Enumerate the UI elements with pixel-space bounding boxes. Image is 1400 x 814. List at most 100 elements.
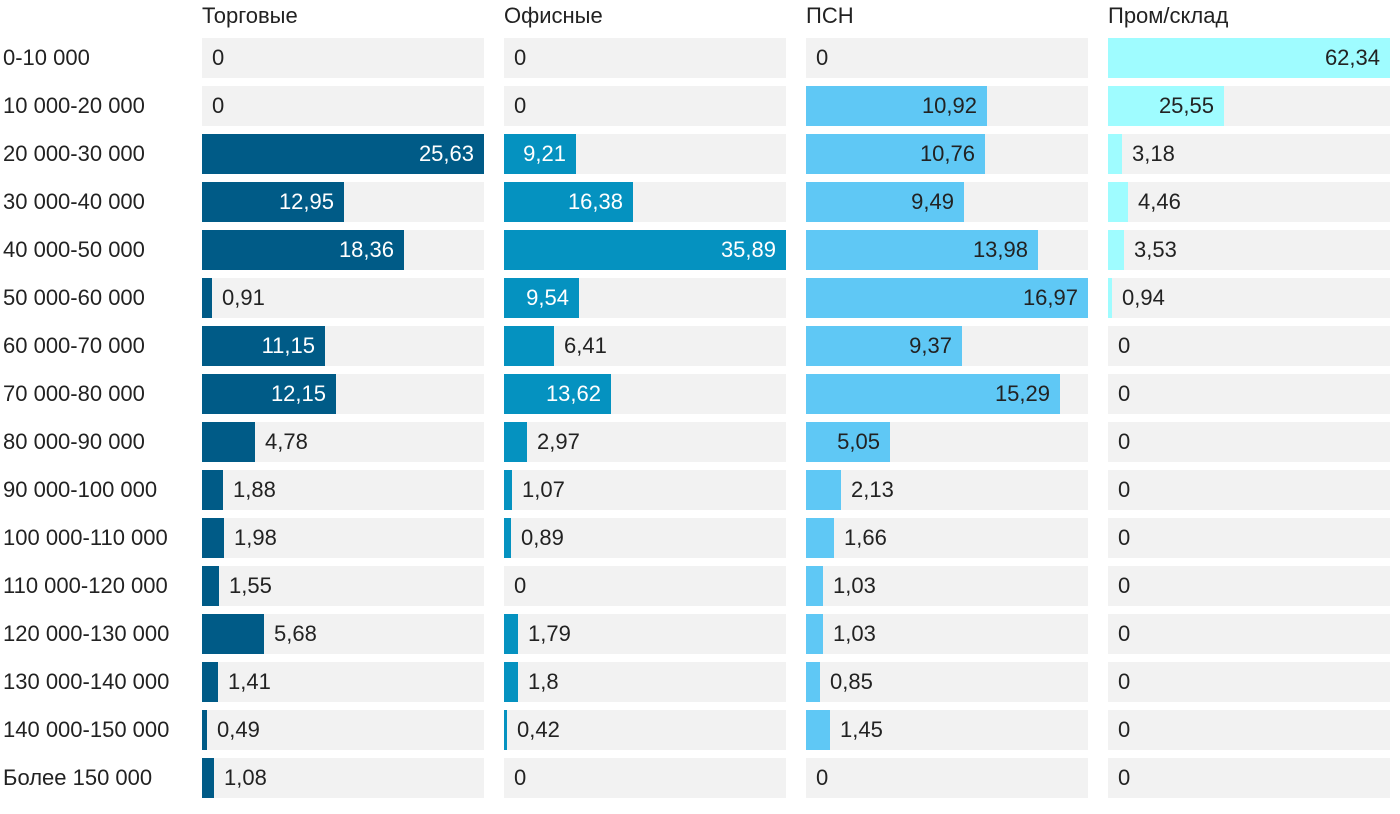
bar bbox=[1108, 38, 1390, 78]
category-label: Более 150 000 bbox=[3, 765, 153, 790]
data-label: 12,95 bbox=[278, 189, 334, 214]
bar-track: 16,38 bbox=[504, 182, 786, 222]
bar-track: 4,78 bbox=[202, 422, 484, 462]
data-label: 0,91 bbox=[222, 285, 265, 310]
data-label: 1,45 bbox=[840, 717, 883, 742]
bar-track: 0 bbox=[806, 38, 1088, 78]
data-label: 1,08 bbox=[224, 765, 267, 790]
bar bbox=[504, 374, 611, 414]
bar bbox=[202, 710, 207, 750]
bar-track: 0,85 bbox=[806, 662, 1088, 702]
bar-track: 0 bbox=[806, 758, 1088, 798]
bar bbox=[806, 86, 987, 126]
bar bbox=[202, 326, 325, 366]
data-label: 1,03 bbox=[833, 621, 876, 646]
bar-track: 2,97 bbox=[504, 422, 786, 462]
data-label: 15,29 bbox=[994, 381, 1050, 406]
data-label: 0 bbox=[1118, 525, 1131, 550]
data-label: 9,21 bbox=[523, 141, 566, 166]
bar-track: 2,13 bbox=[806, 470, 1088, 510]
bar bbox=[806, 422, 890, 462]
data-label: 0 bbox=[514, 93, 527, 118]
bar bbox=[202, 758, 214, 798]
data-label: 1,41 bbox=[228, 669, 271, 694]
data-label: 4,78 bbox=[265, 429, 308, 454]
bar-track: 1,98 bbox=[202, 518, 484, 558]
data-label: 16,38 bbox=[567, 189, 623, 214]
bar-track: 0 bbox=[1108, 566, 1390, 606]
series-header: Офисные bbox=[504, 3, 603, 28]
bar-track: 6,41 bbox=[504, 326, 786, 366]
data-label: 11,15 bbox=[261, 333, 315, 358]
bar-track: 0 bbox=[1108, 662, 1390, 702]
bar-track: 0 bbox=[202, 86, 484, 126]
category-label: 0-10 000 bbox=[3, 45, 90, 70]
bar bbox=[504, 662, 518, 702]
bar-track: 0,91 bbox=[202, 278, 484, 318]
data-label: 6,41 bbox=[564, 333, 607, 358]
bar-track: 9,54 bbox=[504, 278, 786, 318]
bar-track: 0 bbox=[1108, 470, 1390, 510]
bar-track: 12,95 bbox=[202, 182, 484, 222]
data-label: 1,98 bbox=[234, 525, 277, 550]
data-label: 25,63 bbox=[418, 141, 474, 166]
data-label: 4,46 bbox=[1138, 189, 1181, 214]
category-label: 90 000-100 000 bbox=[3, 477, 158, 502]
data-label: 0,49 bbox=[217, 717, 260, 742]
bar-track: 5,05 bbox=[806, 422, 1088, 462]
bar bbox=[504, 230, 786, 270]
data-label: 0,85 bbox=[830, 669, 873, 694]
bar-track: 5,68 bbox=[202, 614, 484, 654]
bar bbox=[504, 278, 579, 318]
bar bbox=[504, 182, 633, 222]
bar-track: 12,15 bbox=[202, 374, 484, 414]
data-label: 5,05 bbox=[837, 429, 880, 454]
data-label: 1,03 bbox=[833, 573, 876, 598]
bar bbox=[806, 662, 820, 702]
data-label: 18,36 bbox=[338, 237, 394, 262]
data-label: 10,92 bbox=[921, 93, 977, 118]
bar-track: 0,49 bbox=[202, 710, 484, 750]
bar bbox=[806, 230, 1038, 270]
data-label: 13,98 bbox=[972, 237, 1028, 262]
data-label: 35,89 bbox=[720, 237, 776, 262]
bar-track: 0 bbox=[504, 38, 786, 78]
bar-track: 0,89 bbox=[504, 518, 786, 558]
bar bbox=[504, 614, 518, 654]
bar-track: 9,49 bbox=[806, 182, 1088, 222]
bar-track: 0 bbox=[1108, 614, 1390, 654]
data-label: 9,49 bbox=[911, 189, 954, 214]
bar-track: 9,37 bbox=[806, 326, 1088, 366]
category-label: 60 000-70 000 bbox=[3, 333, 145, 358]
bar bbox=[202, 422, 255, 462]
bar bbox=[806, 614, 823, 654]
data-label: 0 bbox=[212, 93, 225, 118]
bar-track: 0 bbox=[504, 86, 786, 126]
bar bbox=[504, 422, 527, 462]
data-label: 0,89 bbox=[521, 525, 564, 550]
series-header: Пром/склад bbox=[1108, 3, 1229, 28]
data-label: 25,55 bbox=[1158, 93, 1214, 118]
bar bbox=[202, 470, 223, 510]
data-label: 16,97 bbox=[1022, 285, 1078, 310]
bar-track: 35,89 bbox=[504, 230, 786, 270]
category-label: 10 000-20 000 bbox=[3, 93, 145, 118]
bar bbox=[504, 134, 576, 174]
bar-track: 25,63 bbox=[202, 134, 484, 174]
category-label: 120 000-130 000 bbox=[3, 621, 170, 646]
bar bbox=[806, 182, 964, 222]
bar-track: 15,29 bbox=[806, 374, 1088, 414]
data-label: 0 bbox=[1118, 573, 1131, 598]
category-label: 130 000-140 000 bbox=[3, 669, 170, 694]
bar-track: 1,41 bbox=[202, 662, 484, 702]
data-label: 1,55 bbox=[229, 573, 272, 598]
bar-track: 3,18 bbox=[1108, 134, 1390, 174]
bar bbox=[202, 278, 212, 318]
bar-track: 10,92 bbox=[806, 86, 1088, 126]
category-label: 140 000-150 000 bbox=[3, 717, 170, 742]
bar-track: 9,21 bbox=[504, 134, 786, 174]
category-label: 80 000-90 000 bbox=[3, 429, 145, 454]
bar bbox=[806, 278, 1088, 318]
bar bbox=[202, 518, 224, 558]
